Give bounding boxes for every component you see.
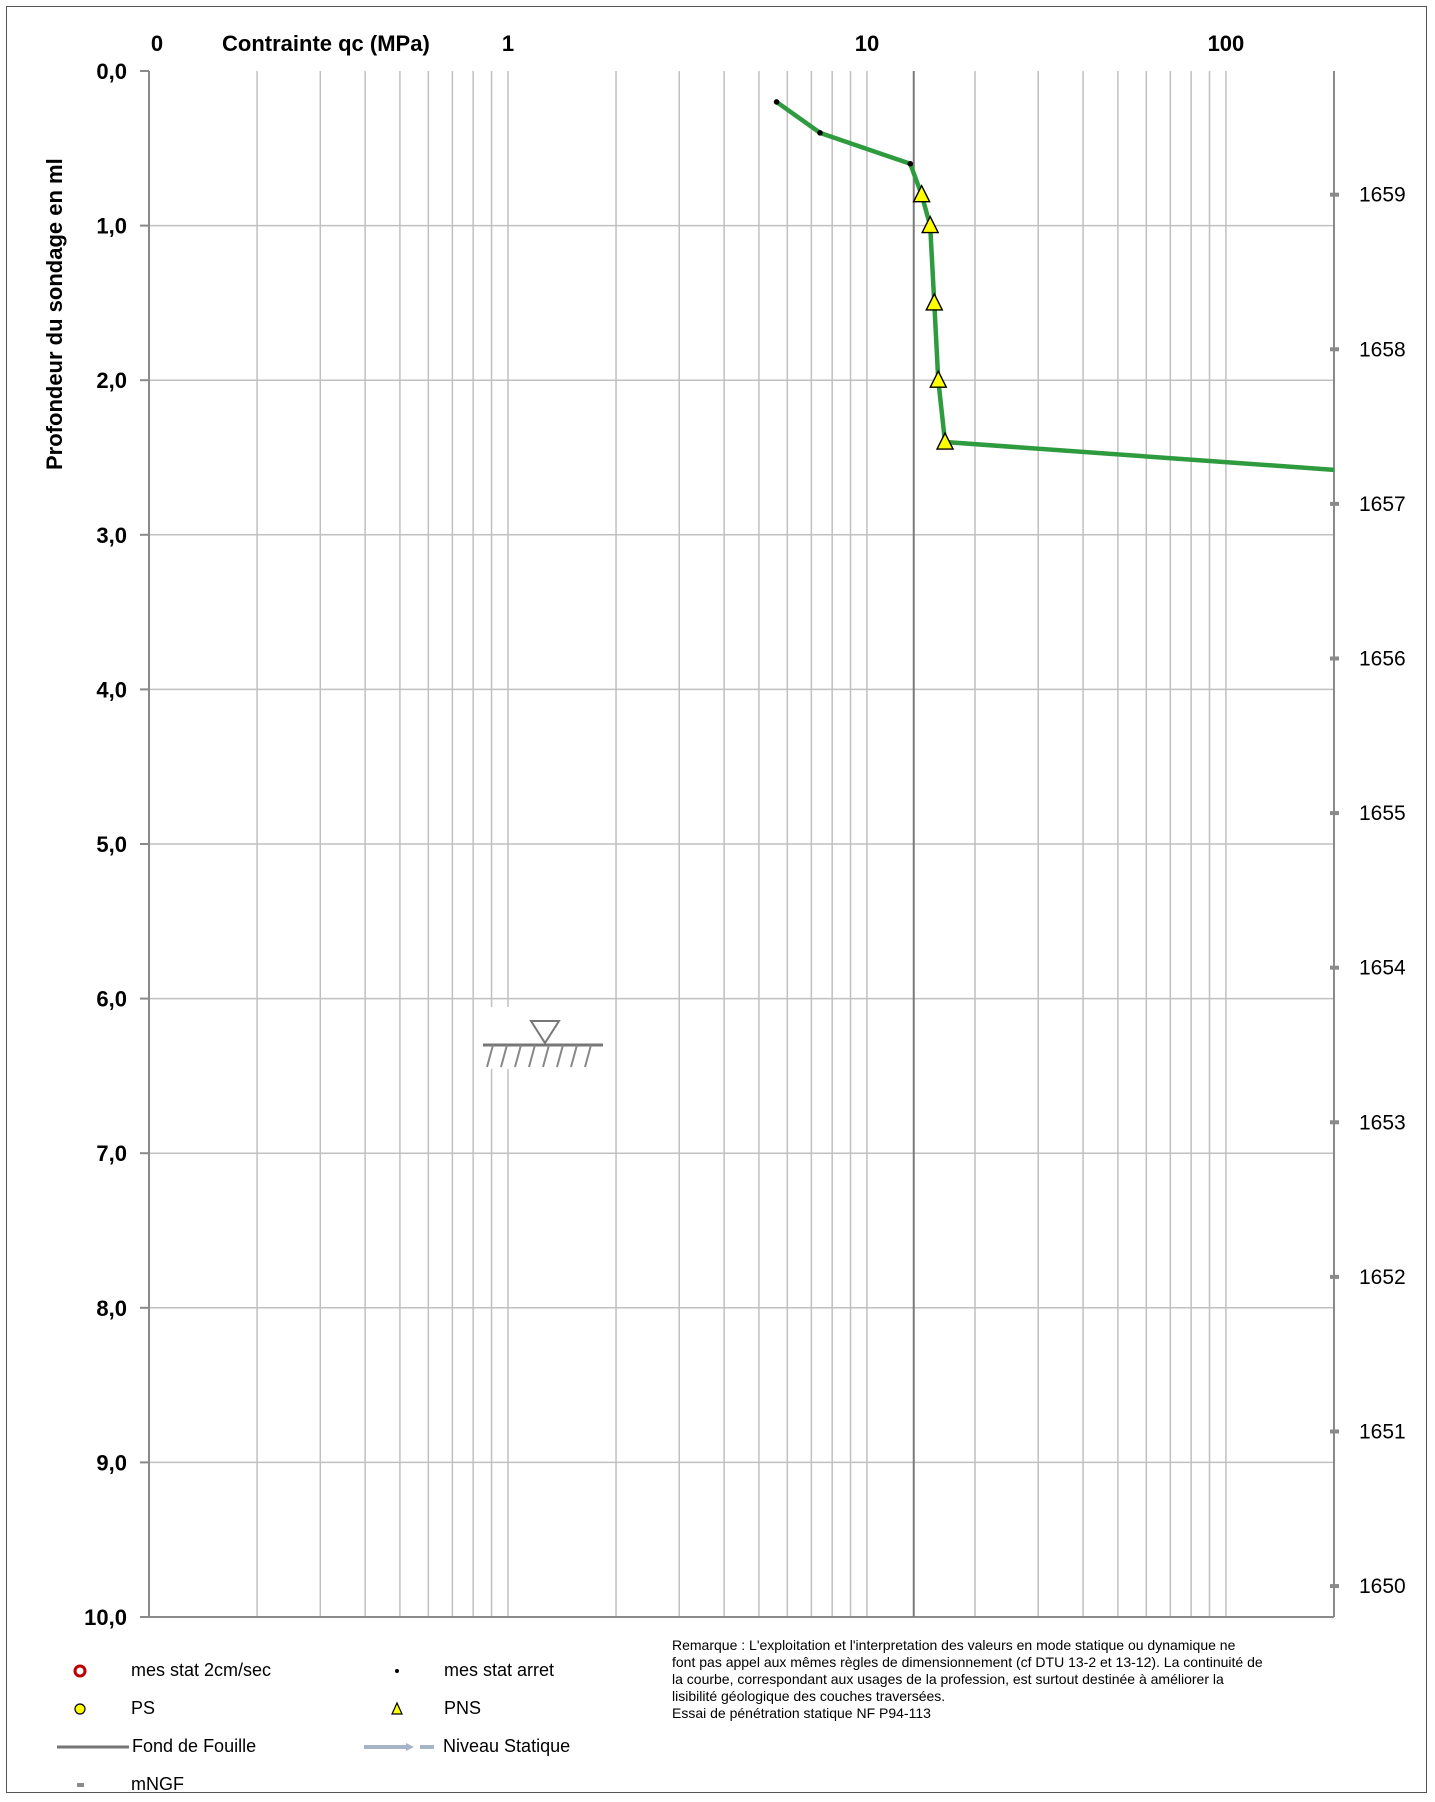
arrow-line-icon: [364, 1743, 434, 1752]
x-tick-label: 100: [1208, 31, 1245, 56]
red-circle-icon: [73, 1664, 87, 1678]
remark-line: font pas appel aux mêmes règles de dimen…: [672, 1654, 1263, 1670]
right-tick-label: 1650: [1359, 1575, 1406, 1598]
y-tick-label: 1,0: [96, 214, 127, 239]
right-tick-label: 1654: [1359, 957, 1406, 980]
right-tick-mark: [1330, 1120, 1339, 1125]
legend-item-mes-stat-arret: mes stat arret: [383, 1658, 554, 1682]
legend-label: Niveau Statique: [443, 1736, 571, 1756]
legend-label: mNGF: [131, 1774, 185, 1794]
remark-line: Remarque : L'exploitation et l'interpret…: [672, 1637, 1236, 1653]
y-tick-label: 8,0: [96, 1296, 127, 1321]
dot-icon: [395, 1669, 399, 1674]
legend-item-pns: PNS: [383, 1696, 481, 1720]
mes-stat-arret-point: [773, 99, 780, 105]
right-tick-mark: [1330, 192, 1339, 197]
pns-point: [935, 431, 955, 450]
grid: [149, 71, 1335, 1617]
right-tick-mark: [1330, 656, 1339, 661]
pns-point: [921, 215, 940, 234]
series: [773, 99, 1335, 473]
legend-label: PS: [131, 1698, 156, 1718]
remark-line: Essai de pénétration statique NF P94-113: [672, 1705, 931, 1721]
remark-line: la courbe, correspondant aux usages de l…: [672, 1671, 1224, 1687]
water-hatch: [570, 1044, 578, 1068]
y-tick-label: 5,0: [96, 832, 127, 857]
y-tick-label: 7,0: [96, 1141, 127, 1166]
x-tick-label: 0: [151, 31, 163, 56]
qc-curve: [775, 100, 1335, 473]
right-tick-label: 1657: [1359, 493, 1406, 516]
pns-point: [912, 184, 931, 203]
right-tick-mark: [1330, 965, 1339, 970]
grey-dash-icon: [77, 1783, 84, 1788]
niveau-statique-symbol: [477, 1006, 613, 1069]
yellow-circle-icon: [74, 1703, 86, 1715]
remark-note: Remarque : L'exploitation et l'interpret…: [672, 1637, 1392, 1722]
grey-line-icon: [57, 1745, 129, 1749]
y-tick-label: 4,0: [96, 677, 127, 702]
pns-point: [929, 369, 948, 388]
x-axis-title: Contrainte qc (MPa): [222, 31, 430, 56]
right-tick-label: 1659: [1359, 184, 1406, 207]
legend-label: Fond de Fouille: [132, 1736, 257, 1756]
right-tick-label: 1651: [1359, 1420, 1406, 1443]
right-tick-mark: [1330, 1429, 1339, 1434]
water-hatch: [556, 1044, 564, 1068]
water-triangle-icon: [529, 1019, 561, 1045]
x-tick-label: 1: [502, 31, 514, 56]
y-tick-label: 2,0: [96, 368, 127, 393]
legend-item-niveau-statique: Niveau Statique: [362, 1734, 570, 1758]
legend-item-ps: PS: [68, 1696, 155, 1720]
y-tick-label: 3,0: [96, 523, 127, 548]
right-tick-label: 1655: [1359, 802, 1406, 825]
remark-line: lisibilité géologique des couches traver…: [672, 1688, 946, 1704]
legend-item-fond-de-fouille: Fond de Fouille: [55, 1734, 256, 1758]
water-hatch: [500, 1044, 508, 1068]
right-tick-label: 1652: [1359, 1266, 1406, 1289]
legend-item-mngf: mNGF: [68, 1772, 184, 1796]
right-tick-mark: [1330, 347, 1339, 352]
y-tick-label: 0,0: [96, 59, 127, 84]
pns-point: [925, 292, 944, 311]
axes: 0,0 1,0 2,0 3,0 4,0 5,0 6,0 7,0 8,0 9,0 10,0 0 1 10 10…: [84, 31, 1406, 1630]
yellow-triangle-icon: [391, 1701, 403, 1715]
y-tick-label: 6,0: [96, 987, 127, 1012]
cpt-chart: 0,0 1,0 2,0 3,0 4,0 5,0 6,0 7,0 8,0 9,0 10,0 0 1 10 10…: [42, 31, 1406, 1630]
x-tick-label: 10: [855, 31, 879, 56]
water-hatch: [584, 1044, 592, 1068]
legend-label: mes stat arret: [444, 1660, 555, 1680]
legend-label: PNS: [444, 1698, 482, 1718]
right-tick-label: 1656: [1359, 647, 1406, 670]
y-tick-label: 10,0: [84, 1605, 127, 1630]
report-frame: [6, 6, 1427, 1793]
mes-stat-arret-point: [907, 160, 914, 167]
mes-stat-arret-point: [817, 130, 823, 136]
water-hatch: [542, 1044, 550, 1068]
water-hatch: [528, 1044, 536, 1068]
right-tick-label: 1658: [1359, 338, 1406, 361]
right-tick-mark: [1330, 1274, 1339, 1279]
water-hatch: [486, 1044, 494, 1068]
right-tick-mark: [1330, 811, 1339, 816]
right-tick-label: 1653: [1359, 1111, 1406, 1134]
legend-label: mes stat 2cm/sec: [131, 1660, 272, 1680]
water-hatch: [514, 1044, 522, 1068]
legend-item-mes-stat-2cm: mes stat 2cm/sec: [68, 1658, 271, 1682]
right-tick-mark: [1330, 501, 1339, 506]
y-axis-title: Profondeur du sondage en ml: [42, 158, 67, 470]
y-tick-label: 9,0: [96, 1450, 127, 1475]
right-tick-mark: [1330, 1584, 1339, 1589]
